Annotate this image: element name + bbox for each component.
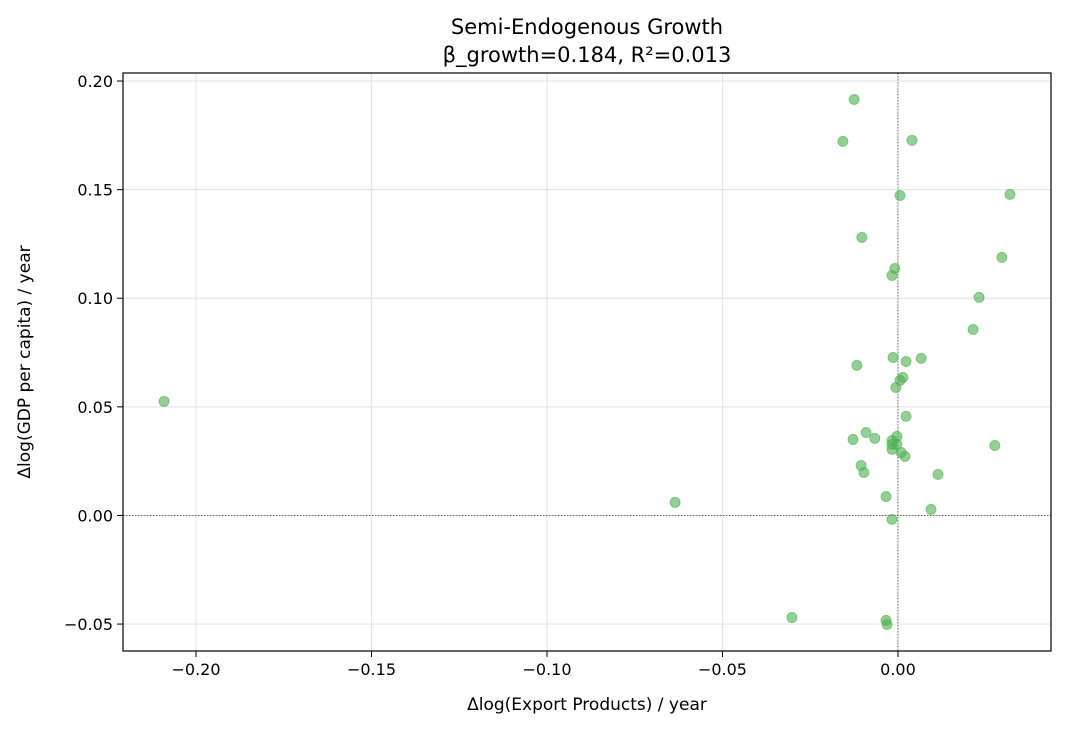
grid xyxy=(123,73,1051,651)
y-tick-label: 0.15 xyxy=(77,181,113,200)
reference-lines xyxy=(123,73,1051,651)
data-point xyxy=(890,382,902,394)
data-point xyxy=(900,410,912,422)
data-point xyxy=(669,496,681,508)
x-tick-label: −0.20 xyxy=(171,660,220,679)
data-point xyxy=(851,359,863,371)
x-tick-label: −0.05 xyxy=(698,660,747,679)
data-point xyxy=(915,352,927,364)
x-tick-label: 0.00 xyxy=(880,660,916,679)
data-point xyxy=(906,134,918,146)
x-axis-ticks: −0.20 −0.15 −0.10 −0.05 0.00 xyxy=(171,651,916,679)
data-point xyxy=(887,352,899,364)
y-tick-label: 0.05 xyxy=(77,398,113,417)
data-point xyxy=(860,426,872,438)
data-point xyxy=(996,251,1008,263)
data-point xyxy=(856,231,868,243)
data-point xyxy=(925,503,937,515)
data-point xyxy=(899,450,911,462)
y-tick-label: 0.00 xyxy=(77,506,113,525)
x-axis-label: Δlog(Export Products) / year xyxy=(467,695,707,715)
y-axis-label: Δlog(GDP per capita) / year xyxy=(15,245,35,478)
x-tick-label: −0.15 xyxy=(347,660,396,679)
data-point xyxy=(886,269,898,281)
data-point xyxy=(837,135,849,147)
data-point xyxy=(932,468,944,480)
plot-frame xyxy=(122,72,1052,652)
data-point xyxy=(900,355,912,367)
y-tick-label: 0.10 xyxy=(77,289,113,308)
data-point xyxy=(881,619,893,631)
data-point xyxy=(847,433,859,445)
data-point xyxy=(967,324,979,336)
data-point xyxy=(880,491,892,503)
y-axis-ticks: −0.05 0.00 0.05 0.10 0.15 0.20 xyxy=(64,72,123,634)
chart-title: Semi-Endogenous Growth xyxy=(451,15,723,39)
data-point xyxy=(869,432,881,444)
x-tick-label: −0.10 xyxy=(522,660,571,679)
data-point xyxy=(886,443,898,455)
data-point xyxy=(973,291,985,303)
data-point xyxy=(989,440,1001,452)
data-point xyxy=(858,466,870,478)
chart-subtitle: β_growth=0.184, R²=0.013 xyxy=(443,43,732,68)
data-point xyxy=(158,395,170,407)
y-tick-label: −0.05 xyxy=(64,615,113,634)
data-point xyxy=(894,190,906,202)
data-points xyxy=(158,93,1016,631)
data-point xyxy=(886,513,898,525)
data-point xyxy=(1004,188,1016,200)
data-point xyxy=(786,612,798,624)
data-point xyxy=(848,93,860,105)
y-tick-label: 0.20 xyxy=(77,72,113,91)
